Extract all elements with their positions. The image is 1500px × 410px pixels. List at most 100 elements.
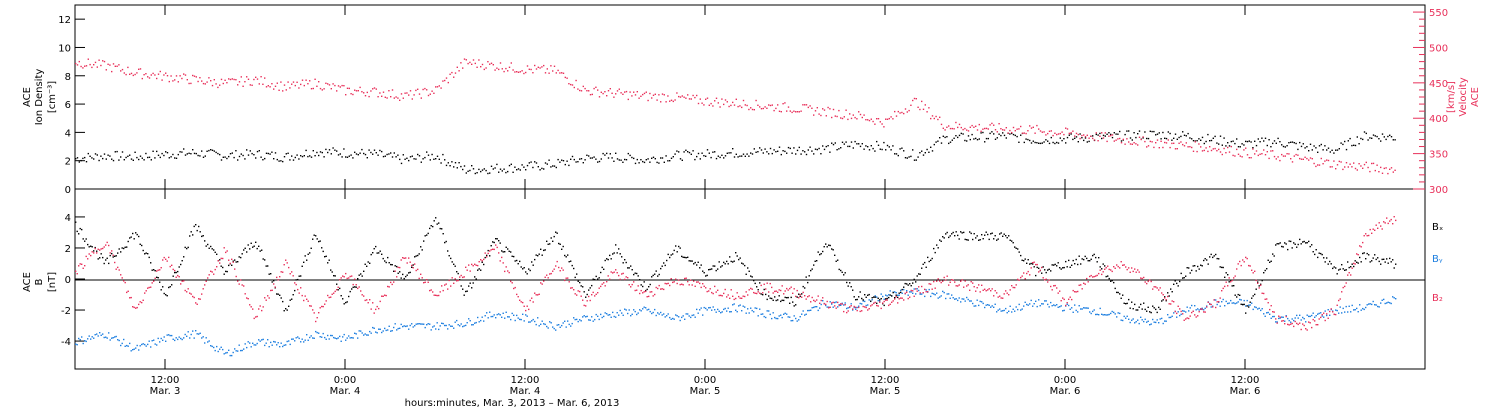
density-point <box>735 153 737 155</box>
bz-point <box>123 280 125 282</box>
velocity-point <box>1207 150 1209 153</box>
bz-point <box>364 299 366 302</box>
bx-point <box>1191 269 1193 272</box>
density-point <box>1313 145 1315 147</box>
velocity-point <box>458 70 460 72</box>
density-point <box>1039 142 1042 145</box>
bz-point <box>492 248 494 250</box>
bx-point <box>1045 271 1047 274</box>
by-point <box>249 342 251 344</box>
density-point <box>1277 137 1279 140</box>
density-point <box>732 148 734 150</box>
by-point <box>672 317 674 320</box>
density-point <box>971 133 973 136</box>
density-point <box>890 149 892 151</box>
density-point <box>939 137 941 139</box>
velocity-point <box>1074 135 1076 137</box>
bz-point <box>960 280 962 282</box>
bx-point <box>442 233 444 235</box>
velocity-point <box>831 116 833 119</box>
velocity-point <box>316 85 318 87</box>
density-point <box>733 156 736 158</box>
density-point <box>1189 137 1191 139</box>
by-point <box>1395 298 1397 300</box>
by-point <box>1111 310 1113 313</box>
velocity-point <box>687 94 689 96</box>
by-point <box>1095 313 1097 316</box>
bx-point <box>1081 258 1083 260</box>
velocity-point <box>679 96 682 98</box>
bx-point <box>1087 260 1089 262</box>
bz-point <box>591 294 593 296</box>
velocity-point <box>420 97 422 99</box>
bx-point <box>1344 269 1346 271</box>
bx-point <box>325 255 327 257</box>
by-point <box>364 333 366 335</box>
bx-point <box>156 276 158 278</box>
bx-point <box>1251 297 1253 299</box>
velocity-point <box>937 118 939 121</box>
velocity-point <box>197 80 199 83</box>
density-point <box>856 143 858 145</box>
by-point <box>195 330 197 332</box>
bx-point <box>544 249 546 251</box>
bx-point <box>901 288 903 291</box>
density-point <box>1218 143 1220 145</box>
by-point <box>544 323 546 326</box>
bx-point <box>358 274 360 276</box>
density-point <box>247 154 250 156</box>
by-point <box>850 303 852 305</box>
bx-point <box>216 253 218 255</box>
velocity-point <box>595 86 597 88</box>
density-point <box>757 151 759 153</box>
bz-point <box>178 276 180 278</box>
by-point <box>918 289 920 292</box>
bz-point <box>174 269 176 272</box>
bx-point <box>1116 291 1118 294</box>
bx-point <box>1230 279 1232 281</box>
xtick-date-label: Mar. 5 <box>870 386 901 397</box>
bx-point <box>1213 255 1215 257</box>
bx-point <box>1248 306 1250 308</box>
bx-point <box>597 278 599 280</box>
bx-point <box>283 310 285 312</box>
by-point <box>1146 321 1148 323</box>
bx-point <box>1369 261 1371 263</box>
bx-point <box>591 284 593 287</box>
bx-point <box>1270 260 1272 262</box>
density-point <box>78 161 80 163</box>
density-point <box>751 153 754 155</box>
by-point <box>1386 302 1388 304</box>
bz-point <box>696 281 698 283</box>
velocity-point <box>793 110 795 112</box>
data-points <box>75 58 1397 357</box>
by-point <box>397 327 399 330</box>
velocity-point <box>152 72 154 75</box>
bx-point <box>937 247 939 249</box>
bz-point <box>1035 263 1037 266</box>
bx-point <box>1015 247 1017 249</box>
bx-point <box>295 279 297 281</box>
density-point <box>1263 140 1265 142</box>
bx-point <box>1300 243 1302 245</box>
by-point <box>1290 321 1292 323</box>
by-point <box>1335 309 1337 311</box>
density-point <box>638 162 640 164</box>
density-point <box>922 154 925 156</box>
density-point <box>384 155 386 157</box>
top-right-ytick-label: 350 <box>1429 150 1448 161</box>
bz-point <box>927 291 929 293</box>
velocity-point <box>732 101 734 104</box>
bz-point <box>1234 275 1236 277</box>
bx-point <box>942 236 944 238</box>
bx-point <box>675 245 677 247</box>
velocity-point <box>1254 153 1256 155</box>
velocity-point <box>75 62 77 65</box>
by-point <box>645 307 647 309</box>
density-point <box>499 168 502 170</box>
density-point <box>377 154 379 156</box>
velocity-point <box>717 102 719 104</box>
bz-point <box>1009 289 1011 291</box>
density-point <box>359 152 361 154</box>
bz-point <box>525 309 527 312</box>
